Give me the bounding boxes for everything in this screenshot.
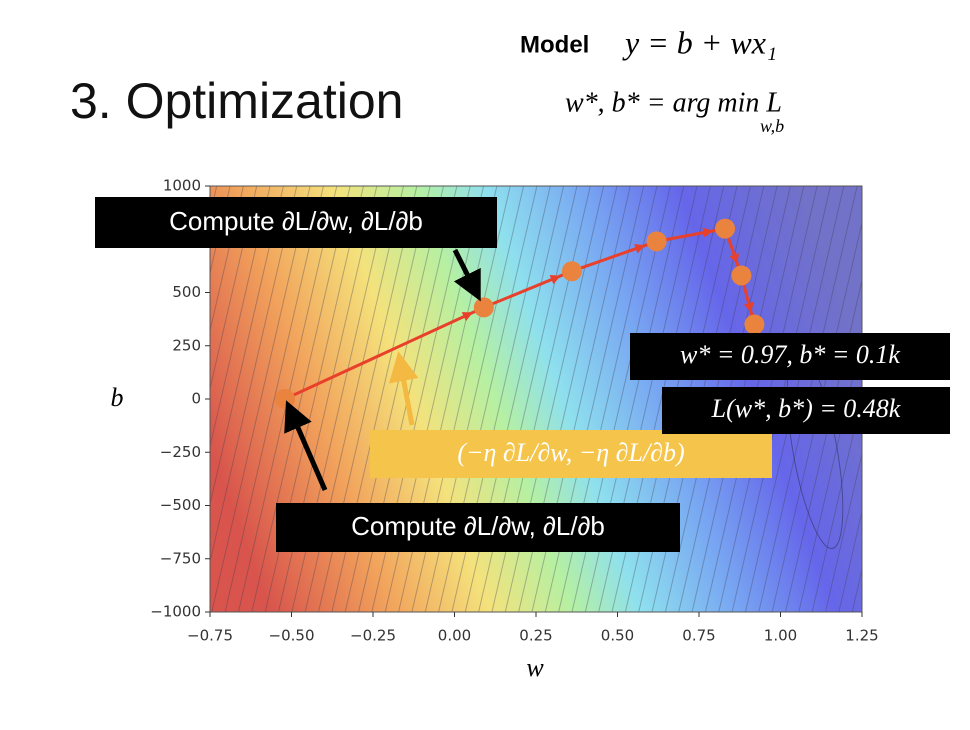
x-tick-label: −0.50	[269, 627, 315, 645]
objective: w*, b* = arg min L	[565, 87, 782, 118]
arrowhead	[634, 243, 646, 254]
annotation: (−η ∂L/∂w, −η ∂L/∂b)	[457, 438, 684, 467]
y-tick-label: 1000	[163, 177, 201, 195]
x-tick-label: −0.75	[187, 627, 233, 645]
pointer-arrow	[284, 400, 328, 491]
y-tick-label: −750	[160, 549, 201, 567]
annotation-box	[630, 333, 950, 380]
descent-point	[715, 218, 736, 239]
x-tick-label: 0.50	[601, 627, 634, 645]
annotation: Compute ∂L/∂w, ∂L/∂b	[351, 511, 605, 541]
x-tick-label: 0.25	[519, 627, 552, 645]
y-tick-label: 500	[172, 283, 201, 301]
y-tick-label: −250	[160, 443, 201, 461]
descent-point	[744, 314, 765, 335]
annotation-box	[95, 197, 497, 248]
plot: −0.75 −0.50 −0.25 0.00 0.25 0.50 0.75 1.00 1.25 1…	[150, 177, 878, 645]
x-tick-label: 1.00	[764, 627, 797, 645]
x-tick-label: 0.00	[438, 627, 471, 645]
pointer-arrow	[389, 351, 419, 426]
arrowhead	[461, 312, 473, 322]
model-formula: y = b + wx₁	[622, 24, 777, 60]
descent-point	[274, 389, 295, 409]
annotation-box	[370, 430, 772, 478]
slide-title: 3. Optimization	[70, 73, 403, 129]
y-tick-label: −500	[160, 496, 201, 514]
x-axis-label: w	[526, 653, 544, 682]
y-tick-label: 0	[191, 390, 201, 408]
annotation: w* = 0.97, b* = 0.1k	[680, 340, 900, 369]
y-tick-label: 250	[172, 336, 201, 354]
annotation: Compute ∂L/∂w, ∂L/∂b	[169, 206, 423, 236]
descent-point	[473, 297, 494, 318]
arrowhead	[549, 274, 561, 285]
descent-point	[731, 265, 752, 286]
x-tick-label: −0.25	[350, 627, 396, 645]
descent-point	[561, 261, 582, 282]
annotation-box	[662, 387, 950, 434]
annotation-box	[276, 503, 680, 552]
arrowhead	[743, 301, 754, 313]
pointer-arrow	[452, 248, 481, 302]
model-label: Model	[520, 31, 589, 58]
objective-subscript: w,b	[760, 116, 784, 136]
annotation: L(w*, b*) = 0.48k	[711, 394, 901, 423]
y-axis-label: b	[111, 383, 124, 412]
x-tick-label: 0.75	[682, 627, 715, 645]
arrowhead	[702, 227, 714, 238]
descent-point	[646, 231, 667, 252]
arrowhead	[729, 253, 739, 265]
x-tick-label: 1.25	[845, 627, 878, 645]
y-tick-label: −1000	[150, 603, 201, 621]
